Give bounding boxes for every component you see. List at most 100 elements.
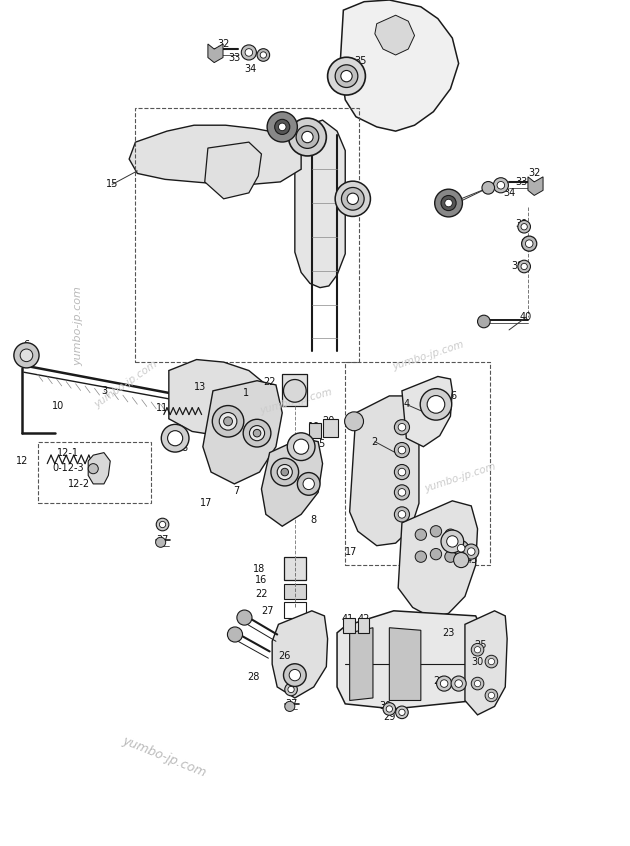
Circle shape xyxy=(478,316,490,327)
Circle shape xyxy=(445,551,456,563)
Text: 12: 12 xyxy=(16,456,28,466)
Polygon shape xyxy=(272,611,328,698)
Circle shape xyxy=(289,118,326,156)
Text: 2: 2 xyxy=(372,437,378,447)
Circle shape xyxy=(521,263,527,270)
Circle shape xyxy=(328,58,365,95)
Circle shape xyxy=(341,70,352,82)
Circle shape xyxy=(168,431,183,446)
Circle shape xyxy=(430,525,442,537)
Circle shape xyxy=(488,692,495,699)
Circle shape xyxy=(161,425,189,452)
Polygon shape xyxy=(528,177,543,195)
Text: 36: 36 xyxy=(285,684,297,695)
Text: 34: 34 xyxy=(244,64,257,74)
Text: 31: 31 xyxy=(280,118,293,128)
Circle shape xyxy=(335,181,370,217)
Text: 26: 26 xyxy=(278,651,291,661)
Circle shape xyxy=(522,236,537,251)
Text: yumbo-jp.com: yumbo-jp.com xyxy=(74,286,84,365)
Polygon shape xyxy=(375,15,415,55)
Circle shape xyxy=(20,349,33,361)
Circle shape xyxy=(237,610,252,625)
Text: 33: 33 xyxy=(515,177,528,187)
Circle shape xyxy=(437,676,452,691)
Text: 30: 30 xyxy=(379,701,392,711)
Circle shape xyxy=(435,190,462,217)
Circle shape xyxy=(398,447,406,453)
Circle shape xyxy=(288,686,294,693)
Text: 29: 29 xyxy=(433,676,446,686)
Text: 36: 36 xyxy=(156,521,169,531)
Circle shape xyxy=(482,182,495,194)
Text: 39: 39 xyxy=(512,261,524,272)
Text: 30: 30 xyxy=(471,656,484,667)
Text: 17: 17 xyxy=(345,547,358,557)
Text: 39: 39 xyxy=(515,219,528,229)
Circle shape xyxy=(394,442,410,458)
Circle shape xyxy=(386,706,392,712)
Circle shape xyxy=(455,680,462,687)
Text: 6: 6 xyxy=(23,340,30,350)
Circle shape xyxy=(285,684,297,695)
Circle shape xyxy=(488,658,495,665)
Text: 12-1: 12-1 xyxy=(57,448,79,458)
Circle shape xyxy=(467,548,475,555)
Bar xyxy=(345,362,490,565)
Text: 28: 28 xyxy=(247,672,260,682)
Circle shape xyxy=(518,261,530,272)
Circle shape xyxy=(440,680,448,687)
Text: 32: 32 xyxy=(528,168,541,179)
Text: 32: 32 xyxy=(217,39,230,49)
Text: 42: 42 xyxy=(358,614,370,624)
Circle shape xyxy=(278,124,286,130)
Circle shape xyxy=(457,545,465,552)
Polygon shape xyxy=(88,453,110,484)
Text: 38: 38 xyxy=(520,239,532,249)
Circle shape xyxy=(394,420,410,435)
Text: 40: 40 xyxy=(520,312,532,322)
Circle shape xyxy=(281,469,289,475)
Text: 3: 3 xyxy=(101,386,107,396)
Text: 34: 34 xyxy=(503,188,515,198)
Circle shape xyxy=(303,478,314,490)
Circle shape xyxy=(287,433,315,460)
Text: 17: 17 xyxy=(200,498,213,508)
Text: 9: 9 xyxy=(455,536,462,547)
Circle shape xyxy=(441,195,456,211)
Circle shape xyxy=(445,529,456,541)
Circle shape xyxy=(245,49,253,56)
Circle shape xyxy=(271,459,299,486)
Text: 20: 20 xyxy=(323,416,335,426)
Text: 8: 8 xyxy=(447,530,454,540)
Text: yumbo-jp.com: yumbo-jp.com xyxy=(120,734,208,780)
Text: 9: 9 xyxy=(175,433,181,443)
Bar xyxy=(343,618,355,633)
Text: 15: 15 xyxy=(106,179,118,190)
Text: 23: 23 xyxy=(442,628,455,638)
Circle shape xyxy=(347,193,358,205)
Circle shape xyxy=(297,473,320,495)
Circle shape xyxy=(485,689,498,701)
Text: 35: 35 xyxy=(354,56,367,66)
Text: 42: 42 xyxy=(450,555,463,565)
Circle shape xyxy=(394,464,410,480)
Circle shape xyxy=(471,678,484,689)
Bar xyxy=(135,108,359,362)
Circle shape xyxy=(284,664,306,686)
Circle shape xyxy=(212,405,244,437)
Circle shape xyxy=(285,701,295,711)
Circle shape xyxy=(294,439,309,454)
Circle shape xyxy=(525,240,533,247)
Circle shape xyxy=(14,343,39,368)
Text: 8: 8 xyxy=(311,515,317,525)
Text: 10: 10 xyxy=(52,401,64,411)
Text: 29: 29 xyxy=(383,712,396,722)
Circle shape xyxy=(275,119,290,135)
Circle shape xyxy=(451,676,466,691)
Text: 7: 7 xyxy=(233,486,239,496)
Circle shape xyxy=(394,485,410,500)
Text: 31: 31 xyxy=(482,183,495,193)
Circle shape xyxy=(399,709,405,716)
Circle shape xyxy=(302,131,313,143)
